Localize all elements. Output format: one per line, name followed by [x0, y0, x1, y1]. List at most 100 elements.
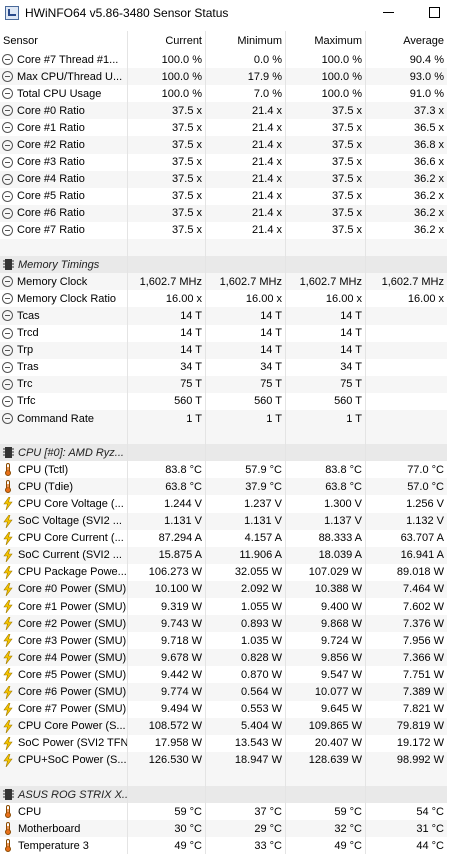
sensor-row[interactable]: Core #0 Ratio 37.5 x 21.4 x 37.5 x 37.3 x: [0, 102, 447, 120]
sensor-row[interactable]: SoC Voltage (SVI2 ... 1.131 V 1.131 V 1.137…: [0, 512, 447, 530]
average-value: 98.992 W: [396, 754, 444, 767]
group-name-cell: Memory Timings: [0, 256, 128, 274]
sensor-row[interactable]: Core #5 Ratio 37.5 x 21.4 x 37.5 x 36.2 x: [0, 187, 447, 205]
spacer-cell: [0, 427, 128, 445]
sensor-row[interactable]: CPU Core Current (... 87.294 A 4.157 A 88.3…: [0, 529, 447, 547]
group-name: Memory Timings: [18, 258, 100, 271]
average-value: 36.2 x: [414, 173, 444, 186]
group-empty-cell: [128, 256, 206, 274]
clock-icon: [2, 207, 13, 219]
average-value: 7.464 W: [403, 583, 444, 596]
minimum-value: 1.131 V: [206, 512, 286, 530]
sensor-row[interactable]: Total CPU Usage 100.0 % 7.0 % 100.0 % 91.0 %: [0, 85, 447, 103]
group-name: ASUS ROG STRIX X...: [18, 788, 128, 801]
maximum-value: 37.5 x: [286, 102, 366, 120]
sensor-row[interactable]: SoC Power (SVI2 TFN) 17.958 W 13.543 W 20.4…: [0, 734, 447, 752]
sensor-name-cell: Memory Clock: [0, 273, 128, 291]
sensor-row[interactable]: Core #4 Power (SMU) 9.678 W 0.828 W 9.856 W…: [0, 649, 447, 667]
thermometer-icon: [2, 822, 14, 836]
sensor-name-cell: Core #5 Power (SMU): [0, 666, 128, 684]
minimum-value: 0.564 W: [206, 683, 286, 701]
maximum-value: 9.868 W: [286, 615, 366, 633]
minimum-value: 0.893 W: [206, 615, 286, 633]
sensor-row[interactable]: Tras 34 T 34 T 34 T: [0, 358, 447, 376]
column-header-minimum[interactable]: Minimum: [206, 31, 286, 51]
sensor-row[interactable]: Trc 75 T 75 T 75 T: [0, 375, 447, 393]
maximum-value: 32 °C: [286, 820, 366, 838]
sensor-row[interactable]: Core #1 Ratio 37.5 x 21.4 x 37.5 x 36.5 x: [0, 119, 447, 137]
sensor-row[interactable]: CPU Core Power (S... 108.572 W 5.404 W 109.…: [0, 717, 447, 735]
sensor-row[interactable]: Core #7 Power (SMU) 9.494 W 0.553 W 9.645 W…: [0, 700, 447, 718]
average-value: 57.0 °C: [407, 480, 444, 493]
current-value: 37.5 x: [128, 221, 206, 240]
column-header-sensor[interactable]: Sensor: [0, 31, 128, 51]
sensor-row[interactable]: SoC Current (SVI2 ... 15.875 A 11.906 A 18.…: [0, 546, 447, 564]
minimize-button[interactable]: [365, 0, 411, 25]
sensor-name-cell: Tcas: [0, 307, 128, 325]
sensor-row[interactable]: Core #3 Ratio 37.5 x 21.4 x 37.5 x 36.6 x: [0, 153, 447, 171]
sensor-row[interactable]: CPU Package Powe... 106.273 W 32.055 W 107.…: [0, 563, 447, 581]
sensor-row[interactable]: Core #4 Ratio 37.5 x 21.4 x 37.5 x 36.2 x: [0, 170, 447, 188]
sensor-row[interactable]: Temperature 3 49 °C 33 °C 49 °C 44 °C: [0, 837, 447, 854]
average-value: 1.132 V: [406, 515, 444, 528]
sensor-row[interactable]: Core #1 Power (SMU) 9.319 W 1.055 W 9.400 W…: [0, 598, 447, 616]
sensor-name-cell: CPU+SoC Power (S...: [0, 751, 128, 769]
sensor-group-header[interactable]: Memory Timings: [0, 256, 447, 274]
sensor-row[interactable]: Core #6 Ratio 37.5 x 21.4 x 37.5 x 36.2 x: [0, 204, 447, 222]
spacer-cell: [0, 768, 128, 787]
sensor-row[interactable]: CPU 59 °C 37 °C 59 °C 54 °C: [0, 803, 447, 821]
maximize-button[interactable]: [411, 0, 457, 25]
sensor-name: Core #6 Ratio: [17, 207, 85, 220]
sensor-name: Core #2 Ratio: [17, 139, 85, 152]
sensor-row[interactable]: Trp 14 T 14 T 14 T: [0, 341, 447, 359]
average-value: 7.389 W: [403, 686, 444, 699]
current-value: 49 °C: [128, 837, 206, 854]
average-value: 36.5 x: [414, 121, 444, 134]
sensor-name: CPU: [18, 805, 42, 818]
sensor-group-header[interactable]: ASUS ROG STRIX X...: [0, 786, 447, 804]
sensor-group-header[interactable]: CPU [#0]: AMD Ryz...: [0, 444, 447, 462]
sensor-row[interactable]: Core #7 Thread #1... 100.0 % 0.0 % 100.0 % 9…: [0, 51, 447, 69]
sensor-row[interactable]: Trcd 14 T 14 T 14 T: [0, 324, 447, 342]
current-value: 100.0 %: [128, 68, 206, 86]
minimum-value: 1.035 W: [206, 632, 286, 650]
sensor-row[interactable]: Memory Clock 1,602.7 MHz 1,602.7 MHz 1,602.…: [0, 273, 447, 291]
column-header-average[interactable]: Average: [403, 35, 444, 47]
lightning-icon: [2, 736, 14, 750]
sensor-row[interactable]: Core #5 Power (SMU) 9.442 W 0.870 W 9.547 W…: [0, 666, 447, 684]
sensor-row[interactable]: Max CPU/Thread U... 100.0 % 17.9 % 100.0 % 9…: [0, 68, 447, 86]
current-value: 37.5 x: [128, 153, 206, 171]
column-header-current[interactable]: Current: [128, 31, 206, 51]
sensor-name-cell: Core #3 Power (SMU): [0, 632, 128, 650]
sensor-row[interactable]: Core #7 Ratio 37.5 x 21.4 x 37.5 x 36.2 x: [0, 221, 447, 240]
current-value: 126.530 W: [128, 751, 206, 769]
sensor-row[interactable]: CPU+SoC Power (S... 126.530 W 18.947 W 128.…: [0, 751, 447, 769]
sensor-row[interactable]: CPU (Tdie) 63.8 °C 37.9 °C 63.8 °C 57.0 °C: [0, 478, 447, 496]
sensor-name-cell: CPU: [0, 803, 128, 821]
sensor-name-cell: CPU (Tdie): [0, 478, 128, 496]
sensor-row[interactable]: Trfc 560 T 560 T 560 T: [0, 392, 447, 410]
current-value: 37.5 x: [128, 170, 206, 188]
sensor-row[interactable]: Core #0 Power (SMU) 10.100 W 2.092 W 10.388…: [0, 580, 447, 598]
sensor-name: Core #1 Ratio: [17, 121, 85, 134]
sensor-row[interactable]: Core #2 Power (SMU) 9.743 W 0.893 W 9.868 W…: [0, 615, 447, 633]
thermometer-icon: [2, 805, 14, 819]
sensor-row[interactable]: Tcas 14 T 14 T 14 T: [0, 307, 447, 325]
sensor-row[interactable]: Core #6 Power (SMU) 9.774 W 0.564 W 10.077 …: [0, 683, 447, 701]
sensor-name: Trc: [17, 378, 33, 391]
average-value: 77.0 °C: [407, 463, 444, 476]
vertical-scrollbar[interactable]: [447, 25, 457, 848]
column-header-maximum[interactable]: Maximum: [286, 31, 366, 51]
sensor-row[interactable]: Core #3 Power (SMU) 9.718 W 1.035 W 9.724 W…: [0, 632, 447, 650]
spacer-cell: [128, 768, 206, 787]
lightning-icon: [2, 651, 14, 665]
sensor-row[interactable]: CPU (Tctl) 83.8 °C 57.9 °C 83.8 °C 77.0 °C: [0, 461, 447, 479]
sensor-row[interactable]: Core #2 Ratio 37.5 x 21.4 x 37.5 x 36.8 x: [0, 136, 447, 154]
sensor-name-cell: Temperature 3: [0, 837, 128, 854]
sensor-row[interactable]: CPU Core Voltage (... 1.244 V 1.237 V 1.300…: [0, 495, 447, 513]
maximum-value: 37.5 x: [286, 221, 366, 240]
sensor-row[interactable]: Motherboard 30 °C 29 °C 32 °C 31 °C: [0, 820, 447, 838]
minimum-value: 0.553 W: [206, 700, 286, 718]
